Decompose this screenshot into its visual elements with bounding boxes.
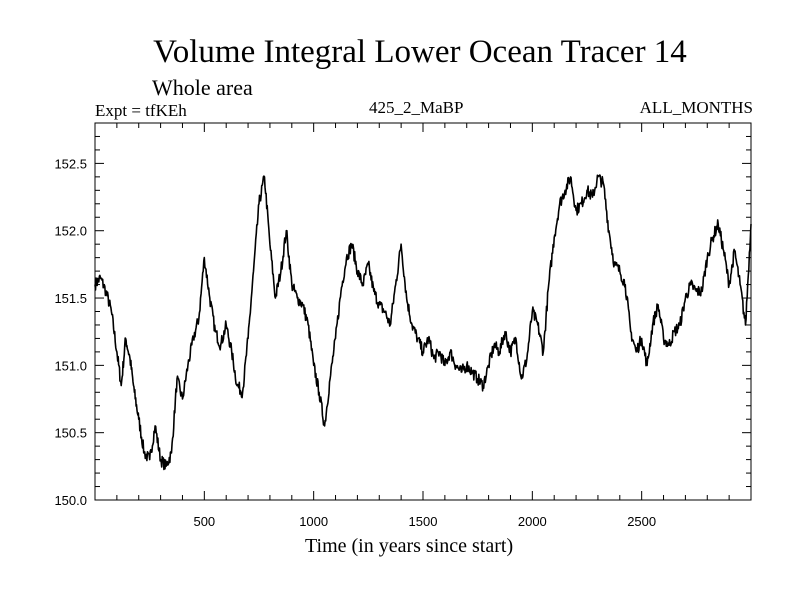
axis-tick-labels: 500 1000 1500 2000 2500 150.0 150.5 151.0 151.5 1… xyxy=(54,156,656,529)
y-tick-label: 150.5 xyxy=(54,426,87,441)
x-tick-label: 500 xyxy=(193,514,215,529)
axis-ticks xyxy=(95,123,751,500)
x-tick-label: 1000 xyxy=(299,514,328,529)
y-tick-label: 152.0 xyxy=(54,224,87,239)
chart-title: Volume Integral Lower Ocean Tracer 14 xyxy=(153,34,687,70)
series-line xyxy=(94,174,752,471)
run-label: 425_2_MaBP xyxy=(369,98,464,117)
y-tick-label: 151.0 xyxy=(54,358,87,373)
months-label: ALL_MONTHS xyxy=(639,98,753,117)
x-tick-label: 2500 xyxy=(627,514,656,529)
x-tick-label: 2000 xyxy=(518,514,547,529)
experiment-label: Expt = tfKEh xyxy=(95,101,187,120)
y-tick-label: 150.0 xyxy=(54,493,87,508)
chart-subtitle: Whole area xyxy=(152,75,253,100)
plot-frame xyxy=(94,122,752,501)
y-tick-label: 151.5 xyxy=(54,291,87,306)
x-tick-label: 1500 xyxy=(409,514,438,529)
x-axis-label: Time (in years since start) xyxy=(305,535,514,557)
y-tick-label: 152.5 xyxy=(54,156,87,171)
